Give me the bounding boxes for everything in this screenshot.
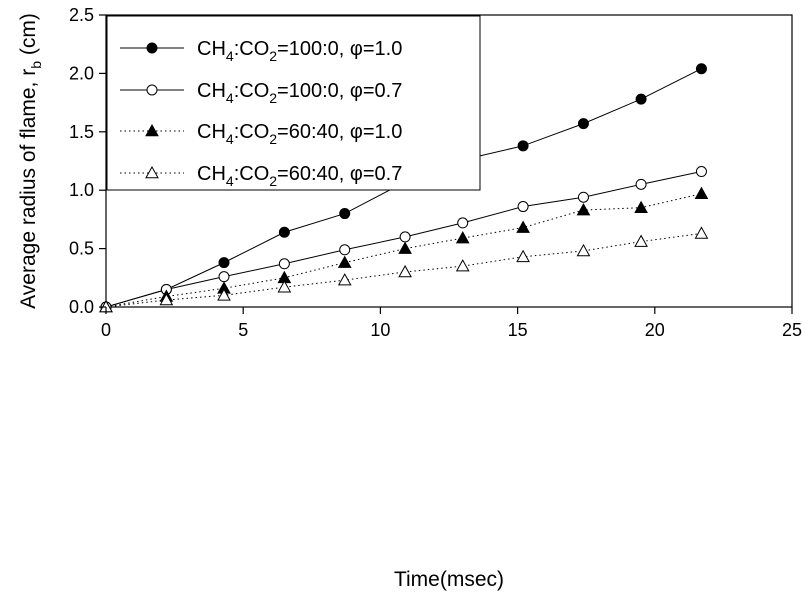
y-tick-label: 1.0: [69, 180, 94, 200]
legend-label-part: =60:40,: [277, 163, 350, 185]
data-point: [635, 178, 647, 190]
legend-label-part: CH: [197, 38, 226, 60]
data-point: [218, 257, 230, 269]
legend-label: CH4:CO2=60:40, φ=0.7: [197, 163, 402, 189]
y-tick-label: 0.0: [69, 297, 94, 317]
legend-label-part: 2: [269, 131, 277, 147]
legend-label: CH4:CO2=100:0, φ=1.0: [197, 38, 402, 64]
data-point: [337, 273, 352, 286]
data-point: [217, 288, 231, 301]
data-point: [399, 231, 411, 243]
legend-box: [106, 15, 481, 191]
data-point: [694, 186, 709, 200]
data-point: [516, 220, 530, 233]
y-tick-label: 1.5: [69, 122, 94, 142]
series-4: [99, 226, 709, 313]
data-point: [339, 244, 351, 256]
y-axis-label-sub: b: [28, 61, 44, 69]
legend-label-part: :CO: [234, 121, 270, 143]
data-point: [337, 255, 352, 268]
legend-label-part: 4: [226, 131, 234, 147]
legend-label-part: φ: [350, 80, 363, 102]
y-tick-label: 0.5: [69, 239, 94, 259]
y-axis-label: Average radius of flame, rb (cm): [17, 13, 44, 309]
legend-label-part: =0.7: [363, 80, 402, 102]
legend-entry: CH4:CO2=60:40, φ=1.0: [120, 121, 402, 147]
data-point: [576, 203, 591, 216]
data-point: [635, 93, 647, 105]
data-point: [695, 63, 707, 75]
x-tick-label: 15: [508, 320, 528, 340]
legend-label-part: φ: [350, 38, 363, 60]
series-line: [105, 193, 702, 308]
legend-label-part: =0.7: [363, 163, 402, 185]
data-point: [278, 226, 290, 238]
data-point: [634, 200, 648, 214]
x-tick-label: 20: [645, 320, 665, 340]
x-axis-label: Time(msec): [394, 568, 504, 591]
legend-label-part: :CO: [234, 38, 270, 60]
legend-marker: [145, 123, 159, 137]
series-3: [99, 186, 709, 313]
legend-label-part: :CO: [234, 163, 270, 185]
legend-label-part: CH: [197, 163, 226, 185]
legend-label-part: =1.0: [363, 121, 402, 143]
legend-entry: CH4:CO2=100:0, φ=1.0: [120, 38, 402, 64]
legend-entry: CH4:CO2=100:0, φ=0.7: [120, 80, 402, 106]
data-point: [517, 201, 529, 213]
legend-label-part: CH: [197, 121, 226, 143]
data-point: [277, 280, 292, 293]
legend-marker: [146, 42, 158, 54]
legend-label-part: 2: [269, 48, 277, 64]
data-point: [278, 258, 290, 270]
data-point: [457, 217, 469, 229]
legend-label-part: CH: [197, 80, 226, 102]
legend-label: CH4:CO2=60:40, φ=1.0: [197, 121, 402, 147]
data-point: [455, 259, 470, 272]
data-point: [517, 140, 529, 152]
legend-marker: [145, 165, 159, 179]
data-point: [576, 243, 591, 257]
data-point: [339, 208, 351, 220]
legend-label-part: :CO: [234, 80, 270, 102]
data-point: [398, 264, 412, 278]
x-tick-label: 10: [370, 320, 390, 340]
legend-label-part: =60:40,: [277, 121, 350, 143]
data-point: [218, 271, 230, 283]
data-point: [455, 231, 470, 244]
data-point: [634, 234, 648, 247]
ticks-layer: 0 5 10 15 20 25 0.0 0.5 1.0 1.5 2.0 2.5: [69, 5, 802, 340]
y-axis-label-unit: (cm): [17, 13, 40, 61]
data-point: [577, 118, 589, 130]
legend-label-part: 4: [226, 173, 234, 189]
y-tick-label: 2.0: [69, 63, 94, 83]
data-point: [516, 249, 530, 263]
data-point: [694, 226, 709, 239]
legend-entry: CH4:CO2=60:40, φ=0.7: [120, 163, 402, 189]
plot-frame: [105, 14, 793, 308]
data-point: [159, 292, 174, 306]
legend-label-part: 4: [226, 90, 234, 106]
series-line: [105, 232, 702, 308]
y-tick-label: 2.5: [69, 5, 94, 25]
legend-label-part: φ: [350, 121, 363, 143]
legend-label-part: φ: [350, 163, 363, 185]
legend-label-part: =100:0,: [277, 80, 350, 102]
x-tick-label: 25: [782, 320, 802, 340]
x-tick-label: 5: [238, 320, 248, 340]
legend-label-part: 2: [269, 90, 277, 106]
data-point: [695, 166, 707, 178]
legend-marker: [146, 84, 158, 96]
legend-label: CH4:CO2=100:0, φ=0.7: [197, 80, 402, 106]
legend-label-part: =100:0,: [277, 38, 350, 60]
legend-label-part: 2: [269, 173, 277, 189]
y-axis-label-main: Average radius of flame, r: [17, 69, 40, 309]
data-point: [577, 191, 589, 203]
data-point: [398, 241, 412, 254]
legend-label-part: 4: [226, 48, 234, 64]
x-tick-label: 0: [101, 320, 111, 340]
legend-label-part: =1.0: [363, 38, 402, 60]
